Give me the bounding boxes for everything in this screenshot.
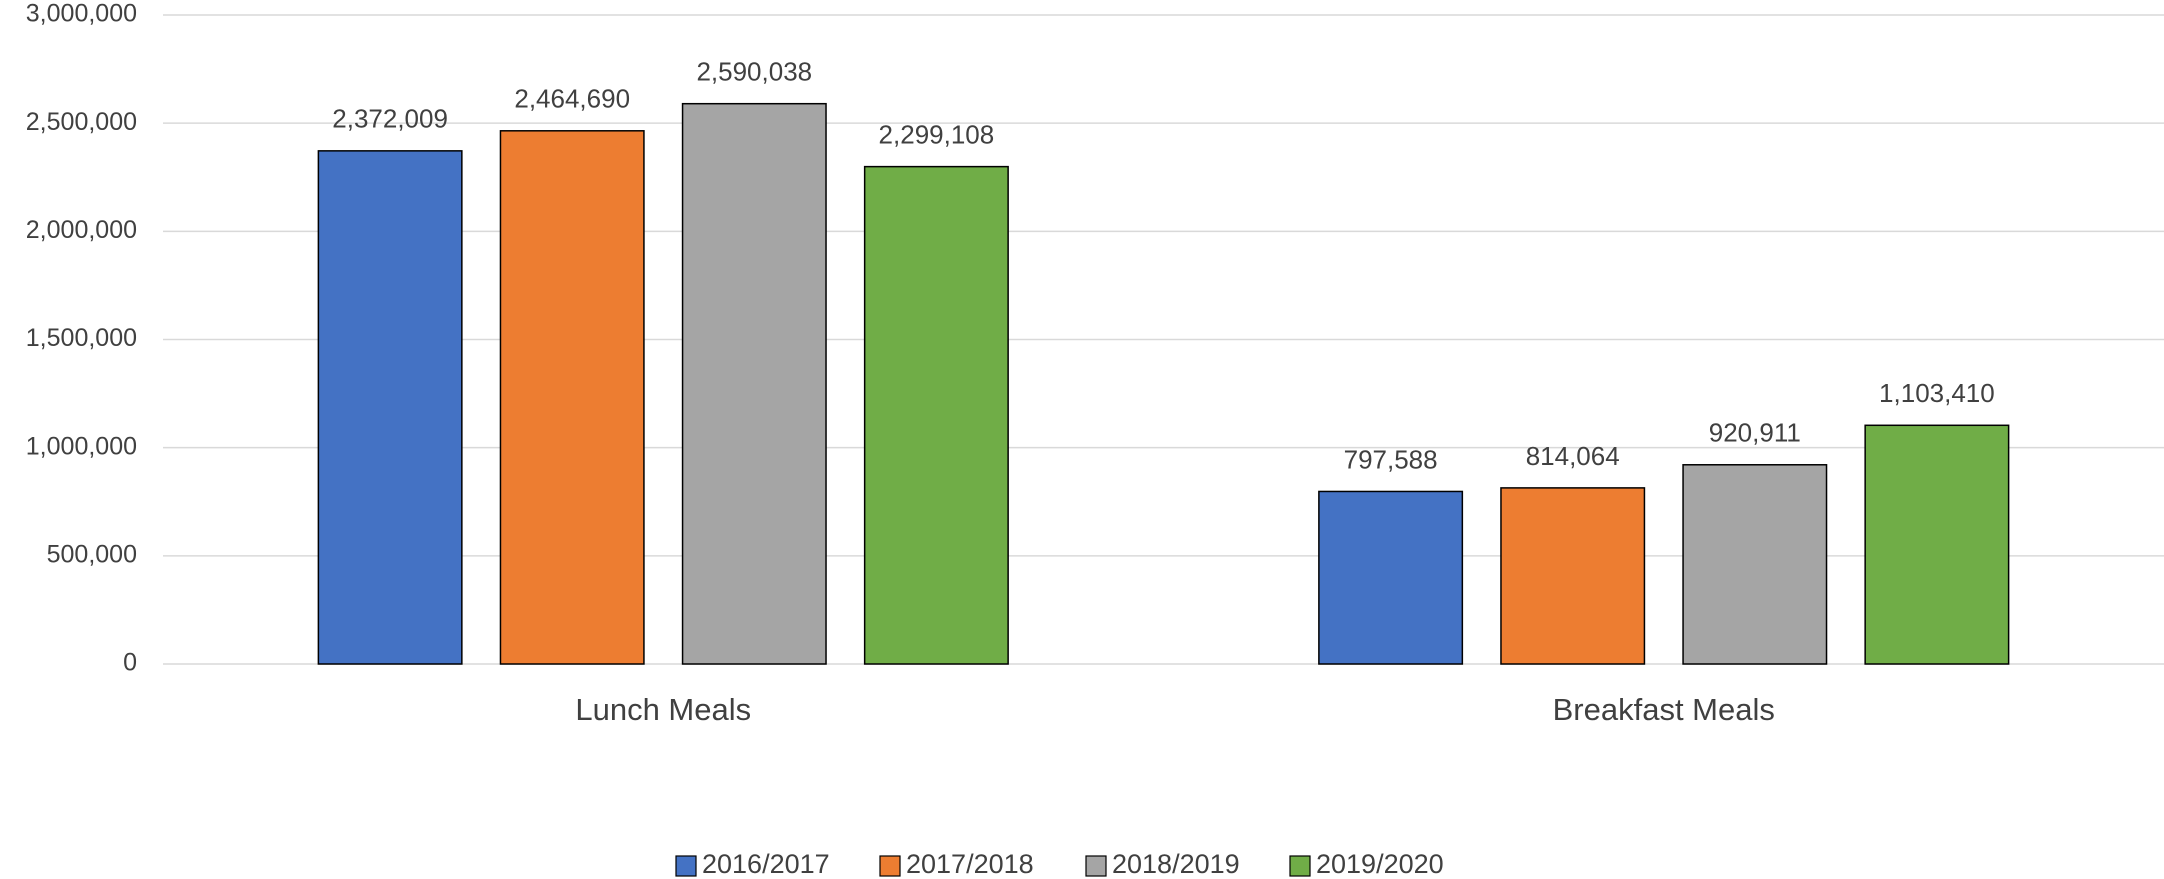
bar — [1682, 464, 1828, 665]
legend-swatch — [1289, 855, 1311, 877]
y-tick-label: 2,500,000 — [26, 108, 137, 136]
bar — [317, 150, 463, 665]
bar — [863, 165, 1009, 665]
legend-label: 2019/2020 — [1316, 849, 1444, 879]
y-tick-label: 500,000 — [47, 540, 137, 568]
y-tick-label: 1,000,000 — [26, 432, 137, 460]
value-label: 2,464,690 — [514, 84, 630, 114]
bar — [1318, 490, 1464, 665]
value-label: 797,588 — [1344, 444, 1438, 474]
y-tick-label: 3,000,000 — [26, 0, 137, 28]
y-tick-label: 2,000,000 — [26, 216, 137, 244]
bar — [681, 102, 827, 665]
x-tick-label: Lunch Meals — [575, 692, 751, 727]
bar — [499, 130, 645, 665]
legend-label: 2017/2018 — [906, 849, 1034, 879]
y-tick-label: 1,500,000 — [26, 324, 137, 352]
value-label: 2,372,009 — [332, 104, 448, 134]
x-tick-label: Breakfast Meals — [1553, 692, 1775, 727]
bar — [1864, 424, 2010, 665]
value-label: 2,590,038 — [696, 57, 812, 87]
value-label: 2,299,108 — [879, 120, 995, 150]
bar — [1500, 487, 1646, 665]
value-label: 920,911 — [1709, 418, 1801, 448]
legend-swatch — [675, 855, 697, 877]
legend-swatch — [1085, 855, 1107, 877]
legend-swatch — [879, 855, 901, 877]
value-label: 1,103,410 — [1879, 378, 1995, 408]
legend-label: 2018/2019 — [1112, 849, 1240, 879]
legend-label: 2016/2017 — [702, 849, 830, 879]
value-label: 814,064 — [1526, 441, 1620, 471]
y-tick-label: 0 — [123, 649, 137, 677]
